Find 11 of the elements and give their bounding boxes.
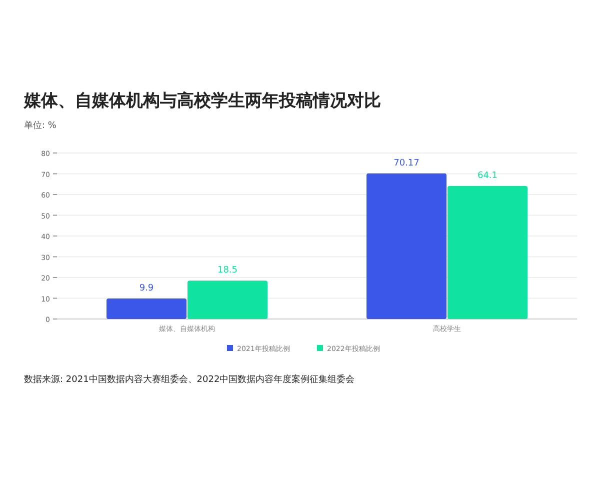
bar xyxy=(366,173,446,319)
source-note: 数据来源: 2021中国数据内容大赛组委会、2022中国数据内容年度案例征集组委会 xyxy=(24,374,355,385)
data-label: 9.9 xyxy=(139,283,154,294)
data-label: 64.1 xyxy=(477,170,498,181)
data-label: 70.17 xyxy=(394,158,420,168)
data-label: 18.5 xyxy=(217,266,238,276)
chart-title: 媒体、自媒体机构与高校学生两年投稿情况对比 xyxy=(23,91,381,111)
bar xyxy=(448,186,528,319)
y-axis-title: 单位: % xyxy=(24,120,57,131)
bar xyxy=(106,298,186,319)
bar xyxy=(188,280,268,319)
